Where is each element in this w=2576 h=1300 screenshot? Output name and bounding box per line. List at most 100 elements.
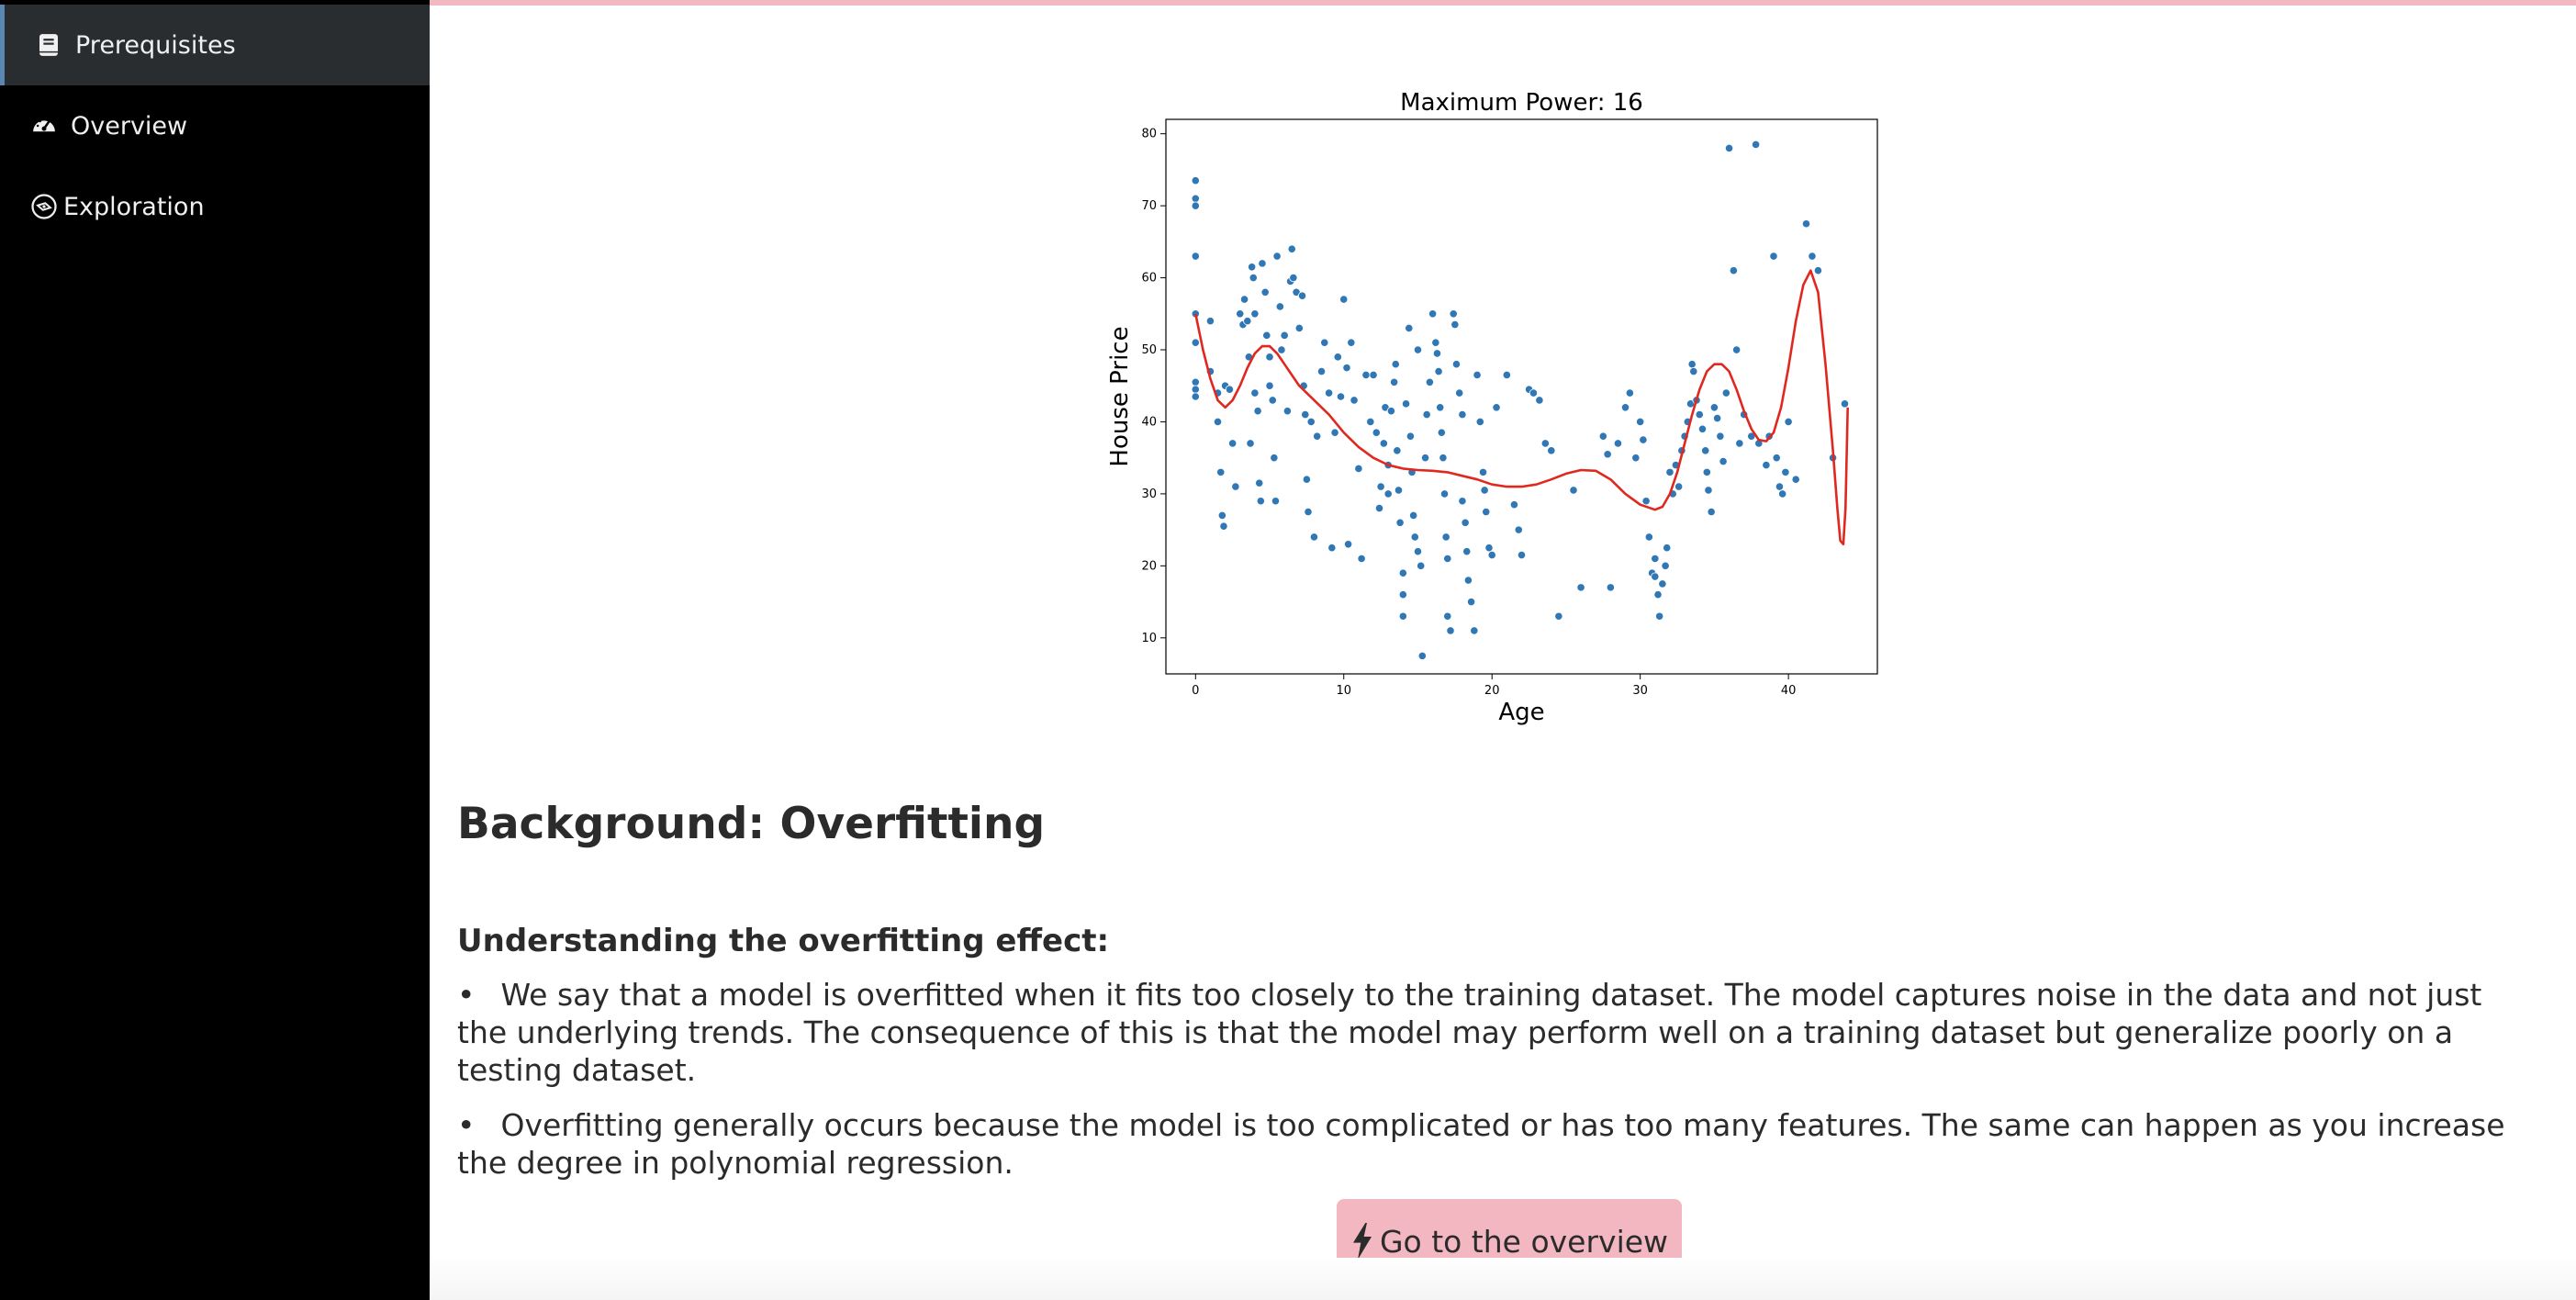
data-point [1762,460,1771,470]
data-point [1462,547,1472,556]
x-tick-label: 40 [1781,684,1797,698]
data-point [1302,475,1311,484]
data-point [1606,583,1615,592]
data-point [1191,377,1200,387]
data-point [1639,435,1648,444]
data-point [1413,547,1423,556]
data-point [1428,309,1438,319]
data-point [1478,467,1488,476]
data-point [1354,464,1363,474]
y-tick-label: 80 [1141,128,1157,141]
data-point [1434,366,1443,376]
data-point [1625,388,1634,398]
data-point [1697,424,1708,433]
x-axis-label: Age [1498,699,1544,726]
data-point [1458,410,1467,420]
data-point [1729,266,1738,275]
fit-curve [1194,269,1849,546]
data-point [1262,331,1271,340]
data-point [1287,244,1296,253]
data-point [1420,454,1430,463]
sidebar: Prerequisites Overview Exploration [0,0,430,1300]
x-tick-label: 0 [1192,684,1199,698]
page-heading: Background: Overfitting [457,799,1046,849]
data-point [1236,309,1245,319]
data-point [1320,338,1329,347]
data-point [1250,309,1260,319]
data-point [1687,360,1697,369]
data-point [1228,439,1238,448]
data-point [1732,345,1742,354]
data-point [1663,544,1672,553]
data-point [1405,323,1414,333]
lightning-icon [1352,1223,1372,1260]
data-point [1603,450,1612,459]
data-point [1330,428,1339,437]
data-point [1707,507,1716,517]
data-point [1239,295,1249,304]
data-point [1191,194,1200,203]
data-point [1458,497,1467,506]
data-point [1336,392,1346,401]
data-point [1327,544,1337,553]
data-point [1265,381,1274,390]
sidebar-item-exploration[interactable]: Exploration [0,166,430,247]
data-point [1702,467,1711,476]
data-point [1651,554,1660,564]
data-point [1431,338,1440,347]
data-point [1517,550,1527,560]
y-tick-label: 30 [1141,488,1157,501]
x-tick-label: 30 [1632,684,1648,698]
sidebar-item-label: Overview [71,111,188,140]
data-point [1463,576,1473,585]
data-point [1316,366,1327,376]
data-point [1631,454,1641,463]
data-point [1775,482,1785,491]
sidebar-item-prerequisites[interactable]: Prerequisites [0,5,430,85]
data-point [1450,319,1460,330]
data-point [1386,407,1396,416]
data-point [1313,431,1322,441]
x-tick-label: 20 [1484,684,1500,698]
data-point [1724,143,1734,152]
y-tick-label: 20 [1141,559,1157,573]
data-point [1191,252,1200,261]
chart-title: Maximum Power: 16 [1400,89,1643,117]
data-point [1576,583,1585,592]
sidebar-item-overview[interactable]: Overview [0,85,430,166]
speedometer-icon [30,112,58,140]
data-point [1268,396,1277,405]
data-point [1339,295,1349,304]
y-tick-label: 50 [1141,343,1157,357]
data-point [1272,252,1282,261]
plot-frame [1165,118,1878,675]
data-point [1383,489,1393,499]
data-point [1487,550,1496,560]
data-point [1665,467,1674,476]
data-point [1735,439,1744,448]
data-point [1470,626,1479,635]
data-point [1422,410,1431,420]
data-point [1394,486,1404,495]
data-point [1439,489,1450,499]
data-point [1709,403,1719,412]
data-point [1636,417,1645,427]
data-point [1441,532,1450,542]
data-point [1451,360,1462,369]
data-point [1653,590,1663,600]
data-point [1540,439,1550,448]
bullet-list: We say that a model is overfitted when i… [457,976,2514,1199]
data-point [1813,266,1823,275]
overfitting-chart: 0 10 20 30 40 10 20 30 40 50 60 70 80 Maximum Power: … [1102,83,1891,734]
data-point [1655,611,1664,621]
data-point [1778,489,1787,499]
data-point [1258,259,1267,268]
data-point [1191,338,1200,347]
data-point [1502,370,1511,380]
data-point [1482,507,1491,517]
data-point [1791,475,1800,484]
sidebar-item-label: Prerequisites [75,30,236,60]
data-point [1343,540,1353,549]
bullet-item: Overfitting generally occurs because the… [457,1106,2514,1182]
data-point [1401,399,1411,409]
